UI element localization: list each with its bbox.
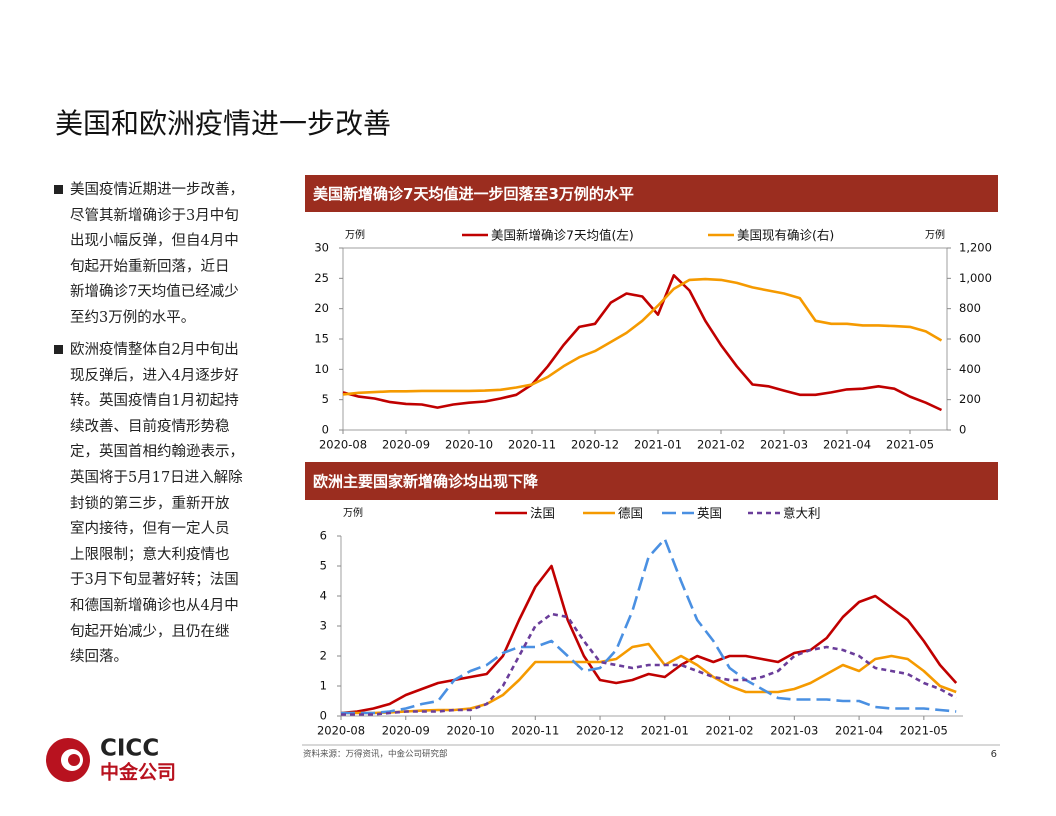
bullet-line: 定，英国首相约翰逊表示，: [70, 444, 244, 461]
y-tick-label: 5: [320, 559, 327, 573]
legend-label: 德国: [618, 506, 643, 521]
legend-label: 美国新增确诊7天均值(左): [491, 228, 634, 243]
bullet-line: 续改善、目前疫情形势稳: [70, 418, 230, 435]
series-line: [340, 564, 958, 715]
x-tick-label: 2021-01: [634, 438, 682, 452]
y2-tick-label: 0: [959, 423, 966, 437]
x-tick-label: 2020-08: [317, 724, 365, 738]
x-tick-label: 2021-03: [770, 724, 818, 738]
y2-tick-label: 1,000: [959, 271, 992, 285]
logo-text-cn: 中金公司: [100, 761, 176, 784]
x-tick-label: 2021-02: [697, 438, 745, 452]
legend-label: 英国: [697, 506, 722, 521]
y2-axis-unit: 万例: [925, 228, 945, 241]
x-tick-label: 2020-08: [319, 438, 367, 452]
bullet-line: 室内接待，但有一定人员: [70, 521, 230, 538]
bullet-line: 封锁的第三步，重新开放: [70, 495, 230, 512]
bullet-line: 英国将于5月17日进入解除: [70, 469, 243, 486]
bullet-line: 出现小幅反弹，但自4月中: [70, 233, 239, 250]
series-line: [341, 537, 957, 715]
y-tick-label: 6: [320, 529, 327, 543]
y-tick-label: 3: [320, 619, 327, 633]
chart-header: [305, 462, 998, 500]
y-tick-label: 15: [314, 332, 329, 346]
x-tick-label: 2021-02: [706, 724, 754, 738]
bullet-line: 和德国新增确诊也从4月中: [70, 597, 239, 614]
x-tick-label: 2020-09: [382, 438, 430, 452]
bullet-line: 新增确诊7天均值已经减少: [70, 284, 239, 301]
bullet-line: 旬起开始减少，且仍在继: [70, 623, 230, 640]
series-line: [341, 612, 957, 716]
bullet-line: 续回落。: [70, 649, 128, 666]
series-line: [342, 277, 943, 396]
logo-text: CICC: [100, 736, 159, 762]
y2-tick-label: 1,200: [959, 241, 992, 255]
chart-header: [305, 175, 998, 212]
x-tick-label: 2020-09: [382, 724, 430, 738]
x-tick-label: 2021-05: [886, 438, 934, 452]
bullet-line: 旬起开始重新回落，近日: [70, 258, 230, 275]
x-tick-label: 2021-05: [900, 724, 948, 738]
bullet-line: 美国疫情近期进一步改善，: [70, 182, 244, 198]
x-tick-label: 2020-12: [571, 438, 619, 452]
y2-tick-label: 600: [959, 332, 981, 346]
y-tick-label: 0: [320, 709, 327, 723]
page-number: 6: [991, 749, 997, 760]
x-tick-label: 2021-03: [760, 438, 808, 452]
x-tick-label: 2020-10: [446, 724, 494, 738]
slide-title: 美国和欧洲疫情进一步改善: [55, 107, 392, 140]
y-tick-label: 5: [322, 392, 329, 406]
series-line: [342, 274, 943, 412]
x-tick-label: 2021-04: [835, 724, 883, 738]
x-tick-label: 2020-12: [576, 724, 624, 738]
legend-label: 法国: [530, 506, 555, 521]
bullet-line: 现反弹后，进入4月逐步好: [70, 367, 239, 384]
plot-frame: [342, 247, 948, 431]
y-tick-label: 1: [320, 679, 327, 693]
legend-label: 意大利: [783, 506, 821, 521]
y-tick-label: 20: [314, 301, 329, 315]
y2-tick-label: 400: [959, 362, 981, 376]
x-tick-label: 2020-10: [445, 438, 493, 452]
chart-title: 美国新增确诊7天均值进一步回落至3万例的水平: [313, 185, 634, 203]
y-tick-label: 4: [320, 589, 327, 603]
y-tick-label: 30: [314, 241, 329, 255]
bullet-line: 欧洲疫情整体自2月中旬出: [70, 342, 239, 358]
bullet-line: 至约3万例的水平。: [70, 309, 196, 326]
bullet-line: 尽管其新增确诊于3月中旬: [70, 207, 239, 224]
legend-label: 美国现有确诊(右): [737, 228, 834, 243]
y2-tick-label: 200: [959, 392, 981, 406]
bullet-line: 转。英国疫情自1月初起持: [70, 393, 239, 410]
bullet-line: 于3月下旬显著好转；法国: [70, 572, 239, 589]
x-tick-label: 2020-11: [511, 724, 559, 738]
y-tick-label: 2: [320, 649, 327, 663]
y2-tick-label: 800: [959, 301, 981, 315]
bullet-line: 上限限制；意大利疫情也: [70, 546, 230, 563]
y-axis-unit: 万例: [345, 228, 365, 241]
logo-mark: [68, 754, 80, 766]
bullet-marker: [54, 345, 63, 354]
x-tick-label: 2021-01: [641, 724, 689, 738]
y-tick-label: 0: [322, 423, 329, 437]
y-tick-label: 25: [314, 271, 329, 285]
bullet: 美国疫情近期进一步改善， 尽管其新增确诊于3月中旬 出现小幅反弹，但自4月中 旬起开始…: [54, 178, 299, 332]
y-tick-label: 10: [314, 362, 329, 376]
chart-title: 欧洲主要国家新增确诊均出现下降: [313, 473, 539, 491]
y-axis-unit: 万例: [343, 506, 363, 519]
x-tick-label: 2021-04: [823, 438, 871, 452]
bullet-marker: [54, 185, 63, 194]
bullet: 欧洲疫情整体自2月中旬出 现反弹后，进入4月逐步好 转。英国疫情自1月初起持 续改善、…: [54, 338, 299, 671]
x-tick-label: 2020-11: [508, 438, 556, 452]
source: 资料来源：万得资讯，中金公司研究部: [303, 749, 448, 760]
